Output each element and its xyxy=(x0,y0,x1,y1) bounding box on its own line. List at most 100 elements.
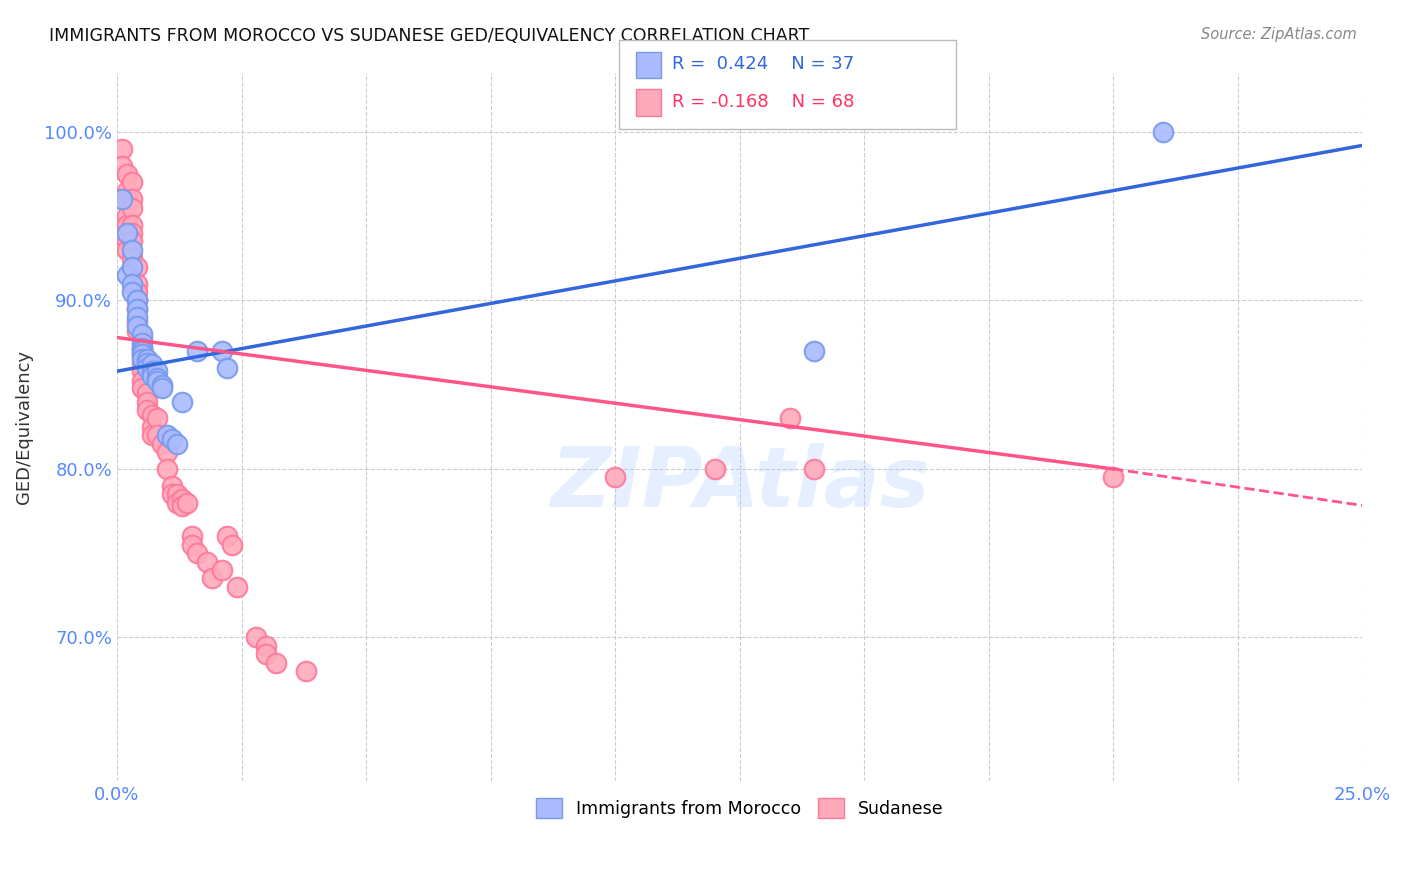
Point xyxy=(146,428,169,442)
Point xyxy=(125,293,148,308)
Point xyxy=(131,327,153,342)
Point xyxy=(146,371,169,385)
Point xyxy=(135,403,157,417)
Point xyxy=(803,462,825,476)
Point xyxy=(125,301,148,316)
Text: R = -0.168    N = 68: R = -0.168 N = 68 xyxy=(672,93,855,111)
Point xyxy=(121,201,143,215)
Point xyxy=(125,277,148,291)
Text: IMMIGRANTS FROM MOROCCO VS SUDANESE GED/EQUIVALENCY CORRELATION CHART: IMMIGRANTS FROM MOROCCO VS SUDANESE GED/… xyxy=(49,27,810,45)
Point xyxy=(131,341,153,355)
Point xyxy=(295,664,318,678)
Point xyxy=(125,310,148,325)
Point xyxy=(121,235,143,249)
Point xyxy=(156,462,179,476)
Point xyxy=(131,330,153,344)
Point xyxy=(121,218,143,232)
Point xyxy=(215,529,238,543)
Point xyxy=(150,381,173,395)
Point xyxy=(115,209,138,223)
Point xyxy=(211,343,233,358)
Point xyxy=(121,176,143,190)
Point xyxy=(115,226,138,240)
Point xyxy=(150,436,173,450)
Point xyxy=(135,352,157,367)
Point xyxy=(703,462,725,476)
Point xyxy=(779,411,801,425)
Point xyxy=(115,243,138,257)
Point xyxy=(166,495,188,509)
Point xyxy=(121,226,143,240)
Point xyxy=(160,479,183,493)
Point xyxy=(115,268,138,282)
Text: R =  0.424    N = 37: R = 0.424 N = 37 xyxy=(672,55,855,73)
Point xyxy=(170,394,193,409)
Point xyxy=(131,341,153,355)
Point xyxy=(131,364,153,378)
Point xyxy=(146,364,169,378)
Point xyxy=(146,374,169,388)
Point xyxy=(131,381,153,395)
Point xyxy=(803,343,825,358)
Point xyxy=(225,580,247,594)
Point xyxy=(121,252,143,266)
Point xyxy=(121,260,143,274)
Point xyxy=(121,260,143,274)
Point xyxy=(166,436,188,450)
Point xyxy=(254,647,277,661)
Point xyxy=(186,546,208,560)
Point xyxy=(201,571,224,585)
Point xyxy=(135,356,157,370)
Point xyxy=(215,360,238,375)
Point xyxy=(141,358,163,372)
Text: ZIPAtlas: ZIPAtlas xyxy=(550,443,929,524)
Point xyxy=(125,293,148,308)
Point xyxy=(125,285,148,299)
Point xyxy=(176,495,198,509)
Point xyxy=(266,656,288,670)
Point xyxy=(141,408,163,422)
Point xyxy=(180,529,202,543)
Point xyxy=(160,487,183,501)
Point xyxy=(141,419,163,434)
Point xyxy=(131,352,153,367)
Point xyxy=(1152,125,1174,139)
Point xyxy=(125,313,148,327)
Point xyxy=(195,555,218,569)
Point xyxy=(170,492,193,507)
Point xyxy=(150,377,173,392)
Point xyxy=(186,343,208,358)
Point xyxy=(135,386,157,401)
Point xyxy=(121,243,143,257)
Point xyxy=(211,563,233,577)
Point xyxy=(115,192,138,206)
Point xyxy=(125,324,148,338)
Text: Source: ZipAtlas.com: Source: ZipAtlas.com xyxy=(1201,27,1357,42)
Point xyxy=(121,192,143,206)
Point xyxy=(605,470,627,484)
Point xyxy=(121,277,143,291)
Point xyxy=(131,343,153,358)
Point xyxy=(131,347,153,361)
Point xyxy=(170,499,193,513)
Point xyxy=(221,538,243,552)
Point xyxy=(156,445,179,459)
Point xyxy=(160,432,183,446)
Point xyxy=(131,358,153,372)
Point xyxy=(1102,470,1125,484)
Point xyxy=(146,411,169,425)
Point xyxy=(166,487,188,501)
Point xyxy=(115,235,138,249)
Point xyxy=(111,142,134,156)
Y-axis label: GED/Equivalency: GED/Equivalency xyxy=(15,350,32,504)
Point xyxy=(180,538,202,552)
Point xyxy=(245,631,267,645)
Point xyxy=(135,360,157,375)
Point xyxy=(141,364,163,378)
Point xyxy=(115,218,138,232)
Point xyxy=(131,335,153,350)
Point xyxy=(125,260,148,274)
Legend: Immigrants from Morocco, Sudanese: Immigrants from Morocco, Sudanese xyxy=(529,791,950,825)
Point xyxy=(121,285,143,299)
Point xyxy=(141,428,163,442)
